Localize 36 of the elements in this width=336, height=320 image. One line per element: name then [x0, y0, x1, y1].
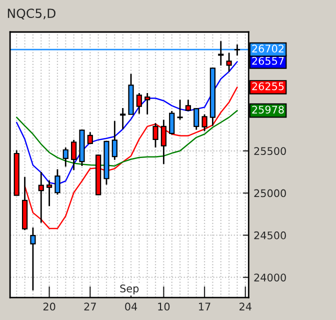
- candlestick: [46, 180, 52, 207]
- y-tick-label: 25500: [254, 147, 286, 155]
- y-tick-label: 24000: [254, 274, 286, 282]
- x-tick-label: 10: [158, 302, 170, 311]
- chart-title: NQC5,D: [8, 8, 56, 20]
- candlestick: [160, 119, 166, 165]
- x-tick-label: 17: [199, 302, 210, 310]
- ref-line-label: 26702: [252, 44, 284, 53]
- candlestick: [112, 120, 118, 161]
- x-tick-label: 27: [84, 302, 96, 310]
- annotation: Sep: [120, 284, 139, 294]
- candlestick: [38, 171, 44, 224]
- candlestick: [87, 131, 93, 145]
- x-tick-label: 24: [240, 302, 252, 310]
- candlestick: [30, 226, 36, 292]
- line-series: [16, 110, 238, 167]
- y-tick-label: 25000: [254, 189, 286, 198]
- candlestick: [136, 92, 142, 114]
- candlestick: [144, 92, 150, 116]
- candlestick: [152, 122, 158, 148]
- candlestick: [177, 99, 183, 120]
- x-tick-label: 04: [125, 302, 138, 311]
- data-label: 26557: [252, 56, 284, 65]
- y-tick-label: 24500: [254, 231, 286, 240]
- line-series: [24, 86, 238, 230]
- data-label: 26255: [252, 82, 284, 90]
- candlestick: [226, 52, 232, 72]
- candlestick: [169, 110, 175, 136]
- x-tick-label: 20: [43, 302, 56, 311]
- data-label: 25978: [252, 106, 284, 114]
- candlestick: [71, 139, 77, 171]
- candlestick: [194, 107, 200, 131]
- candlestick: [202, 114, 208, 132]
- candlestick: [120, 107, 126, 130]
- candlestick: [54, 168, 60, 196]
- candlestick: [62, 146, 68, 168]
